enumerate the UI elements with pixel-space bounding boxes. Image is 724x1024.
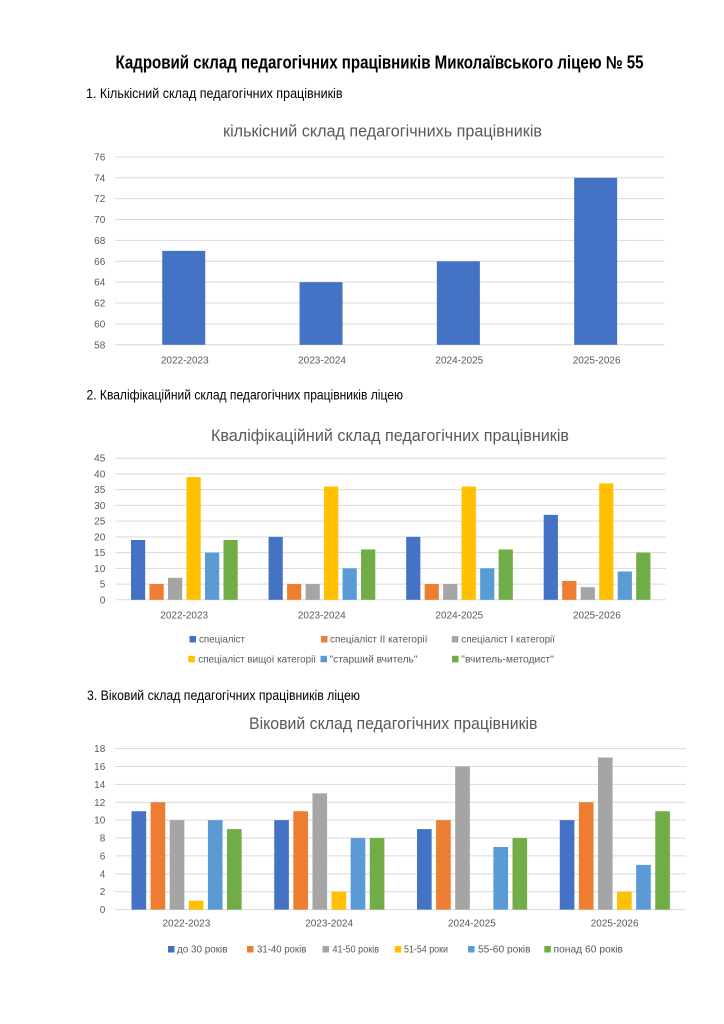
svg-text:2024-2025: 2024-2025 xyxy=(435,356,483,367)
svg-text:Віковий склад педагогічних пра: Віковий склад педагогічних працівників xyxy=(249,715,538,733)
svg-text:20: 20 xyxy=(94,532,106,543)
svg-text:51-54 роки: 51-54 роки xyxy=(404,945,448,956)
svg-text:25: 25 xyxy=(94,517,106,528)
svg-text:1. Кількісний склад педагогічн: 1. Кількісний склад педагогічних працівн… xyxy=(86,85,343,101)
svg-text:2023-2024: 2023-2024 xyxy=(305,918,353,929)
svg-text:45: 45 xyxy=(94,454,106,465)
svg-text:3. Віковий склад педагогічних: 3. Віковий склад педагогічних працівникі… xyxy=(87,687,360,703)
svg-text:41-50 років: 41-50 років xyxy=(333,945,380,956)
svg-text:66: 66 xyxy=(94,257,106,268)
svg-text:18: 18 xyxy=(94,744,106,755)
svg-text:31-40 років: 31-40 років xyxy=(257,945,306,956)
svg-text:Кадровий склад педагогічних пр: Кадровий склад педагогічних працівників … xyxy=(116,53,644,73)
svg-text:10: 10 xyxy=(94,816,106,827)
svg-text:62: 62 xyxy=(94,299,106,310)
svg-text:2022-2023: 2022-2023 xyxy=(160,611,208,622)
svg-text:60: 60 xyxy=(94,319,106,330)
svg-text:35: 35 xyxy=(94,485,106,496)
svg-text:72: 72 xyxy=(94,194,106,205)
svg-text:4: 4 xyxy=(100,869,106,880)
svg-text:2025-2026: 2025-2026 xyxy=(573,611,621,622)
svg-text:2022-2023: 2022-2023 xyxy=(161,356,209,367)
svg-text:2023-2024: 2023-2024 xyxy=(298,611,346,622)
svg-text:70: 70 xyxy=(94,215,106,226)
svg-text:0: 0 xyxy=(100,595,106,606)
svg-text:2: 2 xyxy=(100,887,106,898)
svg-text:2. Кваліфікаційний склад педаг: 2. Кваліфікаційний склад педагогічних пр… xyxy=(87,387,404,403)
svg-text:74: 74 xyxy=(94,173,106,184)
svg-text:2025-2026: 2025-2026 xyxy=(573,356,621,367)
svg-text:12: 12 xyxy=(94,798,106,809)
svg-text:14: 14 xyxy=(94,780,106,791)
svg-text:30: 30 xyxy=(94,501,106,512)
svg-text:2024-2025: 2024-2025 xyxy=(435,611,483,622)
svg-text:55-60 років: 55-60 років xyxy=(478,945,531,956)
svg-text:"старший вчитель": "старший вчитель" xyxy=(330,654,418,665)
svg-text:76: 76 xyxy=(94,152,106,163)
svg-text:"вчитель-методист": "вчитель-методист" xyxy=(461,654,554,665)
svg-text:Кваліфікаційний склад педагогі: Кваліфікаційний склад педагогічних праці… xyxy=(211,427,569,445)
svg-text:спеціаліст ІІ категорії: спеціаліст ІІ категорії xyxy=(330,635,428,646)
svg-text:10: 10 xyxy=(94,564,106,575)
svg-text:8: 8 xyxy=(100,834,106,845)
svg-text:спеціаліст: спеціаліст xyxy=(199,635,245,646)
svg-text:40: 40 xyxy=(94,469,106,480)
svg-text:2025-2026: 2025-2026 xyxy=(591,918,639,929)
svg-text:16: 16 xyxy=(94,762,106,773)
svg-text:5: 5 xyxy=(100,580,106,591)
svg-text:0: 0 xyxy=(100,905,106,916)
svg-text:спеціаліст вищої категорії: спеціаліст вищої категорії xyxy=(198,654,316,665)
svg-text:спеціаліст І категорії: спеціаліст І категорії xyxy=(461,635,555,646)
svg-text:до 30 років: до 30 років xyxy=(177,945,228,956)
svg-text:кількісний склад педагогічнихь: кількісний склад педагогічнихь працівник… xyxy=(223,123,542,141)
svg-text:6: 6 xyxy=(100,851,106,862)
svg-text:2023-2024: 2023-2024 xyxy=(298,356,346,367)
svg-text:понад 60 років: понад 60 років xyxy=(554,945,624,956)
svg-text:2024-2025: 2024-2025 xyxy=(448,918,496,929)
svg-text:64: 64 xyxy=(94,278,106,289)
svg-text:58: 58 xyxy=(94,340,106,351)
svg-text:68: 68 xyxy=(94,236,106,247)
svg-text:15: 15 xyxy=(94,548,106,559)
svg-text:2022-2023: 2022-2023 xyxy=(162,918,210,929)
